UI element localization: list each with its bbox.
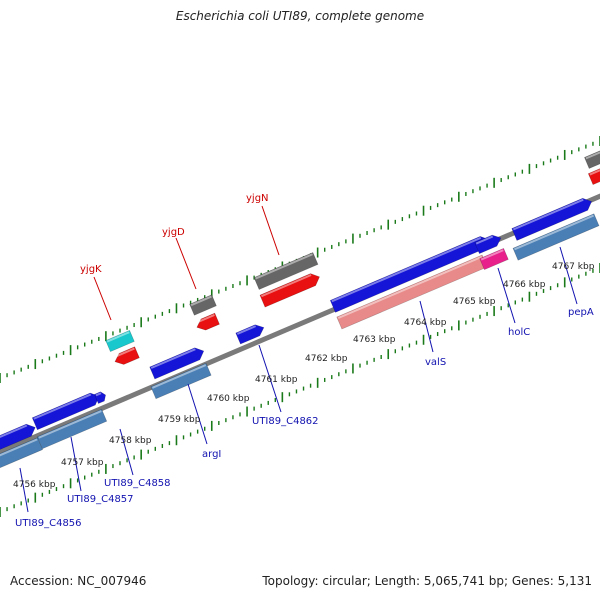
gene-label-uti89_c4858: UTI89_C4858 — [104, 478, 171, 489]
label-leader-line — [559, 246, 578, 305]
cds-forward — [511, 197, 593, 241]
scale-label: 4766 kbp — [503, 280, 546, 290]
gene-labels: yjgK yjgD yjgN UTI89_C4856 UTI89_C4857 UTI89_… — [15, 193, 594, 529]
label-leader-line — [119, 428, 134, 476]
genome-backbone — [0, 193, 600, 455]
scale-labels: 4756 kbp 4757 kbp 4758 kbp 4759 kbp 4760 kbp… — [13, 262, 595, 490]
gene-label-yjgK: yjgK — [80, 264, 102, 275]
genome-summary-text: Topology: circular; Length: 5,065,741 bp… — [262, 574, 592, 588]
gene-forward — [150, 362, 212, 400]
gene-forward — [0, 437, 44, 469]
gene-label-vals: valS — [425, 357, 446, 368]
scale-label: 4764 kbp — [404, 318, 447, 328]
cds-reverse — [259, 273, 320, 308]
gene-forward — [36, 408, 108, 450]
accession-text: Accession: NC_007946 — [10, 574, 147, 588]
gene-label-yjgD: yjgD — [162, 227, 185, 238]
label-leader-line — [419, 300, 434, 353]
label-leader-line — [19, 467, 29, 513]
label-leader-line — [70, 436, 82, 492]
label-leader-line — [175, 237, 197, 290]
cds-forward — [474, 234, 502, 255]
gene-label-pepa: pepA — [568, 307, 594, 318]
label-leader-line — [258, 344, 282, 413]
lower-tick-track — [0, 263, 600, 517]
feature-track — [0, 149, 600, 469]
scale-label: 4758 kbp — [109, 436, 152, 446]
label-leader-line — [93, 276, 112, 321]
upper-tick-track — [0, 136, 600, 383]
gene-label-yjgN: yjgN — [246, 193, 269, 204]
gene-label-uti89_c4862: UTI89_C4862 — [252, 416, 319, 427]
map-title: Escherichia coli UTI89, complete genome — [175, 9, 425, 23]
label-leader-line — [261, 205, 280, 256]
trna-feature — [105, 329, 135, 353]
label-leaders — [19, 205, 578, 513]
cds-reverse — [195, 312, 220, 331]
scale-label: 4765 kbp — [453, 297, 496, 307]
gene-label-argi: argI — [202, 449, 221, 460]
cds-forward-small — [94, 391, 106, 404]
scale-label: 4763 kbp — [353, 335, 396, 345]
cds-forward — [0, 423, 36, 452]
cds-forward — [235, 324, 265, 345]
label-leader-line — [187, 383, 208, 445]
hypothetical-feature — [584, 149, 600, 169]
label-leader-line — [497, 267, 516, 324]
gene-label-uti89_c4856: UTI89_C4856 — [15, 518, 82, 529]
scale-label: 4760 kbp — [207, 394, 250, 404]
hypothetical-feature — [253, 252, 319, 290]
scale-label: 4757 kbp — [61, 458, 104, 468]
scale-label: 4759 kbp — [158, 415, 201, 425]
hypothetical-feature — [189, 294, 217, 316]
scale-label: 4767 kbp — [552, 262, 595, 272]
gene-label-holc: holC — [508, 327, 530, 338]
special-feature — [479, 247, 509, 271]
cds-reverse — [587, 166, 600, 186]
cds-forward — [149, 347, 205, 380]
scale-label: 4761 kbp — [255, 375, 298, 385]
scale-label: 4762 kbp — [305, 354, 348, 364]
cds-reverse — [113, 346, 140, 365]
gene-label-uti89_c4857: UTI89_C4857 — [67, 494, 134, 505]
gene-forward — [512, 213, 600, 261]
scale-label: 4756 kbp — [13, 480, 56, 490]
